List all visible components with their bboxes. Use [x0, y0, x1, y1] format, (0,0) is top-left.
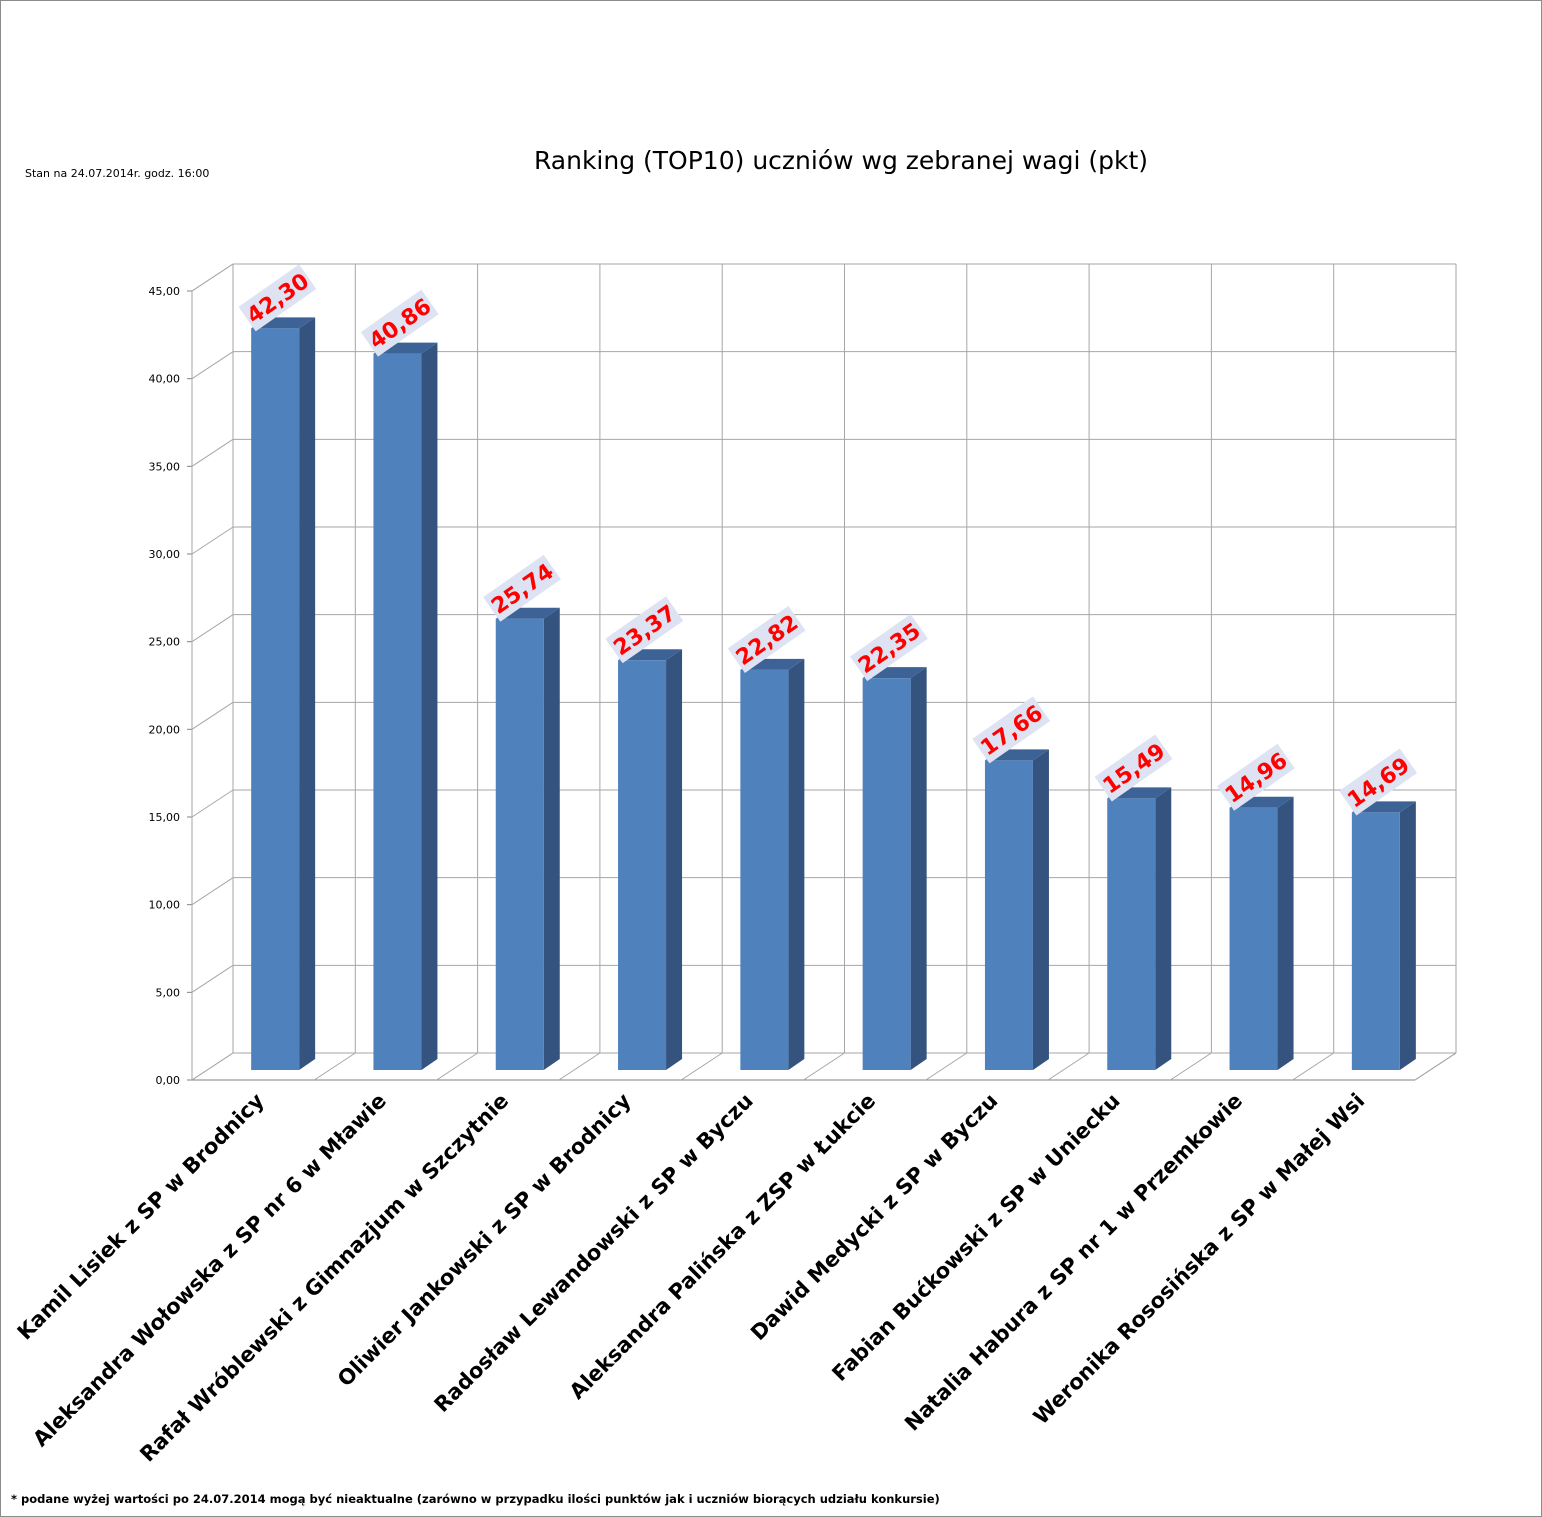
y-tick-label: 25,00: [149, 636, 181, 649]
data-label-box: [850, 614, 928, 682]
floor-divider: [436, 1052, 478, 1081]
bar-side: [1032, 749, 1049, 1070]
y-tick-label: 45,00: [149, 285, 181, 298]
bar: [740, 669, 789, 1070]
bar-side: [421, 342, 438, 1070]
chart-subtitle: Stan na 24.07.2014r. godz. 16:00: [25, 167, 210, 180]
bar-side: [543, 607, 560, 1070]
floor-divider: [925, 1052, 968, 1081]
floor-divider: [1170, 1052, 1212, 1081]
data-label-box: [972, 696, 1051, 764]
gridline-side: [191, 789, 234, 818]
bar: [1107, 798, 1156, 1070]
floor-divider: [314, 1052, 356, 1081]
floor-divider: [558, 1052, 601, 1081]
data-label-box: [727, 605, 806, 673]
bar-side: [299, 317, 316, 1071]
bar: [984, 760, 1033, 1070]
y-tick-label: 40,00: [149, 373, 181, 386]
bar-side: [1155, 787, 1172, 1070]
floor-divider: [1292, 1052, 1334, 1081]
side-wall-top-edge: [191, 263, 234, 292]
data-label-box: [1094, 734, 1173, 802]
bar: [1351, 812, 1400, 1070]
data-label-box: [605, 596, 684, 664]
gridline-side: [191, 351, 234, 380]
footnote: * podane wyżej wartości po 24.07.2014 mo…: [11, 1492, 940, 1506]
bar: [373, 353, 422, 1070]
category-label: Kamil Lisiek z SP w Brodnicy: [13, 1088, 269, 1344]
bar-side: [666, 649, 683, 1070]
bar-chart: 0,00 5,00 10,00 15,00 20,00 25,00 30,00 35,00 40…: [13, 263, 1457, 1467]
data-label-box: [1216, 743, 1295, 811]
data-label-box: [1339, 748, 1418, 816]
y-tick-label: 15,00: [149, 811, 181, 824]
floor-divider: [191, 1052, 234, 1081]
gridline-side: [191, 526, 234, 555]
bar-side: [1399, 801, 1416, 1070]
floor-divider: [1414, 1052, 1457, 1081]
bar-side: [788, 658, 805, 1070]
data-label-box: [238, 264, 317, 332]
gridline-side: [191, 964, 234, 993]
data-label-box: [360, 289, 439, 357]
y-tick-label: 30,00: [149, 548, 181, 561]
bar: [251, 328, 300, 1071]
y-tick-label: 35,00: [149, 460, 181, 473]
y-tick-label: 20,00: [149, 723, 181, 736]
bar-side: [910, 667, 927, 1070]
bar: [1229, 807, 1278, 1070]
floor-divider: [1047, 1052, 1090, 1081]
category-label: Dawid Medycki z SP w Byczu: [746, 1089, 1002, 1345]
bar: [495, 618, 544, 1070]
floor-divider: [803, 1052, 845, 1081]
bar: [862, 678, 911, 1070]
bar-side: [1277, 796, 1294, 1070]
chart-title: Ranking (TOP10) uczniów wg zebranej wagi…: [533, 146, 1149, 175]
data-label-box: [483, 554, 561, 622]
gridline-side: [191, 877, 234, 906]
y-tick-label: 10,00: [149, 899, 181, 912]
gridline-side: [191, 438, 234, 467]
gridline-side: [191, 614, 234, 643]
bar: [618, 660, 667, 1070]
floor-divider: [680, 1052, 723, 1081]
y-tick-label: 0,00: [156, 1074, 181, 1087]
gridline-side: [191, 701, 234, 730]
y-tick-label: 5,00: [156, 986, 181, 999]
